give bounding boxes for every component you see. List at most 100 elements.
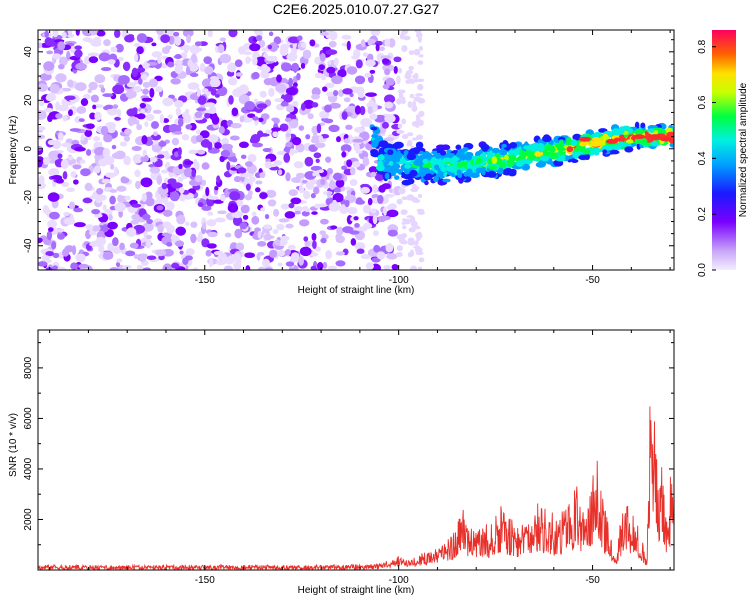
spectrogram-signal-blob [600, 135, 610, 140]
spectrogram-noise-blob [264, 267, 274, 270]
spectrogram-noise-blob [365, 92, 377, 97]
spectrogram-noise-blob [253, 231, 259, 237]
spectrogram-noise-blob [75, 62, 87, 71]
spectrogram-noise-blob [257, 241, 267, 247]
spectrogram-noise-blob [48, 168, 60, 177]
spectrogram-noise-blob [75, 253, 86, 262]
spectrogram-noise-blob [247, 153, 257, 163]
spectrogram-noise-blob [301, 179, 308, 184]
spectrogram-noise-blob [328, 202, 341, 212]
snr-x-ticks: -150 -100 -50 [49, 330, 671, 586]
spectrogram-noise-blob [185, 65, 191, 76]
spectrogram-signal-blob [573, 147, 580, 153]
spectrogram-noise-blob [171, 137, 180, 146]
spectrogram-signal-blob [442, 178, 451, 183]
spectrogram-y-tick-label: -40 [23, 238, 34, 253]
spectrogram-noise-blob [264, 233, 272, 241]
spectrogram-noise-blob [144, 121, 149, 127]
spectrogram-signal-blob [570, 139, 577, 146]
spectrogram-noise-blob [383, 137, 395, 142]
spectrogram-noise-blob [214, 93, 220, 98]
spectrogram-noise-blob [387, 204, 393, 212]
spectrogram-noise-blob [101, 224, 109, 233]
spectrogram-noise-blob [174, 240, 185, 247]
spectrogram-noise-blob [73, 222, 86, 228]
spectrogram-noise-blob [142, 213, 151, 221]
spectrogram-noise-blob [67, 34, 75, 38]
spectrogram-noise-blob [370, 171, 377, 178]
spectrogram-noise-blob [257, 266, 266, 270]
colorbar-gradient [712, 30, 736, 270]
spectrogram-noise-blob [124, 34, 135, 43]
spectrogram-noise-blob [58, 56, 68, 66]
spectrogram-noise-blob [385, 242, 394, 253]
spectrogram-noise-blob [103, 39, 111, 47]
spectrogram-x-tick-label: -150 [195, 275, 215, 286]
spectrogram-noise-blob [365, 262, 374, 270]
spectrogram-noise-blob [384, 101, 394, 109]
spectrogram-noise-blob [323, 118, 334, 124]
spectrogram-noise-blob [89, 242, 101, 247]
spectrogram-noise-blob [169, 191, 180, 202]
spectrogram-noise-blob [274, 239, 281, 246]
spectrogram-noise-blob [331, 75, 343, 85]
spectrogram-noise-blob [319, 53, 326, 62]
spectrogram-noise-blob [91, 208, 101, 215]
spectrogram-noise-blob [255, 35, 263, 41]
colorbar-tick-label: 0.4 [697, 151, 708, 165]
spectrogram-noise-blob [221, 143, 233, 151]
spectrogram-noise-blob [49, 83, 60, 94]
spectrogram-noise-blob [311, 87, 321, 97]
spectrogram-signal-blob [406, 152, 417, 161]
spectrogram-signal-blob [542, 151, 553, 157]
spectrogram-fringe-blob [408, 65, 414, 71]
spectrogram-noise-blob [150, 133, 162, 141]
spectrogram-signal-blob [370, 126, 378, 131]
spectrogram-noise-blob [322, 86, 328, 92]
spectrogram-noise-blob [201, 179, 207, 186]
spectrogram-noise-blob [344, 199, 350, 208]
spectrogram-noise-blob [355, 59, 363, 69]
spectrogram-fringe-blob [407, 237, 415, 243]
spectrogram-noise-blob [83, 93, 91, 100]
spectrogram-noise-blob [188, 149, 199, 155]
spectrogram-noise-blob [248, 176, 256, 183]
spectrogram-signal-blob [589, 140, 597, 144]
spectrogram-fringe-blob [397, 89, 406, 94]
spectrogram-noise-blob [47, 139, 56, 146]
spectrogram-noise-blob [328, 40, 337, 48]
spectrogram-noise-blob [276, 223, 285, 231]
spectrogram-noise-blob [244, 252, 256, 259]
spectrogram-noise-blob [93, 147, 104, 156]
spectrogram-signal-blob [566, 146, 574, 153]
spectrogram-signal-blob [555, 157, 566, 162]
spectrogram-noise-blob [235, 242, 245, 251]
spectrogram-noise-blob [126, 81, 136, 88]
spectrogram-noise-blob [88, 81, 98, 91]
spectrogram-signal-blob [393, 141, 404, 149]
spectrogram-noise-blob [276, 150, 287, 156]
spectrogram-noise-blob [328, 124, 340, 133]
spectrogram-noise-blob [158, 141, 167, 147]
spectrogram-noise-blob [315, 158, 320, 164]
spectrogram-noise-blob [142, 81, 151, 88]
snr-y-ticks: 2000 4000 6000 8000 [23, 342, 674, 546]
spectrogram-noise-blob [343, 138, 350, 144]
chart-title: C2E6.2025.010.07.27.G27 [272, 1, 440, 17]
spectrogram-noise-blob [301, 206, 309, 211]
spectrogram-noise-blob [146, 255, 157, 260]
spectrogram-noise-blob [112, 84, 125, 95]
spectrogram-noise-blob [381, 121, 389, 129]
spectrogram-x-axis-label: Height of straight line (km) [298, 285, 415, 296]
spectrogram-noise-blob [358, 93, 365, 98]
spectrogram-noise-blob [69, 128, 81, 132]
spectrogram-fringe-blob [417, 98, 426, 104]
spectrogram-signal-blob [518, 150, 525, 154]
spectrogram-noise-blob [131, 145, 142, 152]
spectrogram-fringe-blob [396, 98, 402, 105]
spectrogram-noise-blob [83, 56, 91, 65]
spectrogram-noise-blob [318, 64, 326, 71]
spectrogram-fringe-blob [397, 123, 403, 129]
spectrogram-noise-blob [285, 141, 293, 148]
spectrogram-noise-blob [66, 50, 71, 61]
